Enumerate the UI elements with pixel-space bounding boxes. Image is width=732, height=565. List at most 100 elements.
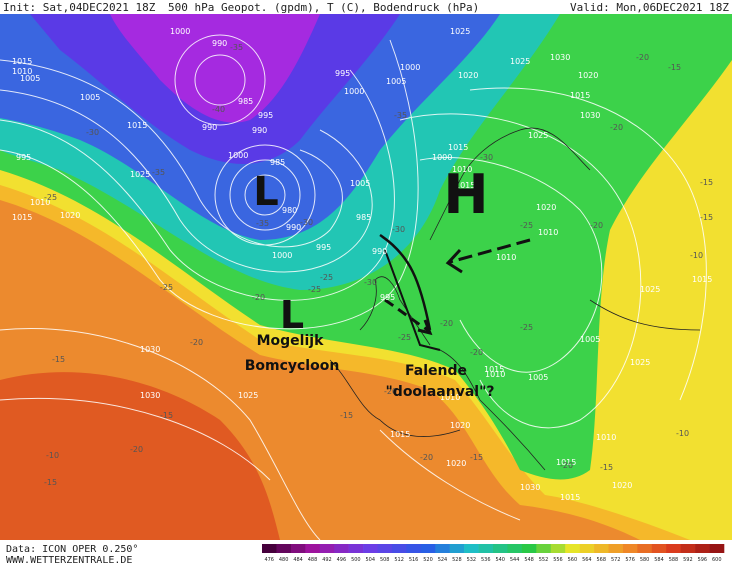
- temperature-label: -25: [44, 193, 57, 202]
- scale-cell: [594, 544, 609, 553]
- scale-cell: [493, 544, 508, 553]
- scale-cell: [348, 544, 364, 553]
- temperature-label: -15: [160, 411, 173, 420]
- pressure-label: 1025: [450, 27, 470, 36]
- pressure-label: 1005: [386, 77, 406, 86]
- temperature-label: -15: [52, 355, 65, 364]
- pressure-label: 1025: [640, 285, 660, 294]
- pressure-label: 1015: [484, 365, 504, 374]
- scale-label: 528: [452, 557, 462, 563]
- temperature-label: -25: [520, 323, 533, 332]
- init-time: Init: Sat,04DEC2021 18Z: [3, 1, 156, 14]
- field-red: [0, 372, 280, 540]
- scale-cell: [377, 544, 393, 553]
- scale-label: 524: [438, 557, 448, 563]
- site: WWW.WETTERZENTRALE.DE: [6, 555, 132, 565]
- scale-label: 584: [654, 557, 664, 563]
- scale-cell: [608, 544, 624, 553]
- temperature-label: -15: [600, 463, 613, 472]
- temperature-label: -20: [130, 445, 143, 454]
- scale-cell: [391, 544, 407, 553]
- pressure-label: 1000: [400, 63, 420, 72]
- color-scale: 476 480 484 488 492 496 500 504 508 512 516 520 524 5…: [262, 544, 725, 563]
- scale-label: 576: [625, 557, 635, 563]
- pressure-label: 1005: [80, 93, 100, 102]
- temperature-label: -30: [86, 128, 99, 137]
- pressure-label: 1020: [458, 71, 478, 80]
- temperature-label: -35: [256, 219, 269, 228]
- scale-label: 536: [481, 557, 491, 563]
- scale-cell: [262, 544, 277, 553]
- isobars: [0, 34, 707, 540]
- pressure-label: 1025: [238, 391, 258, 400]
- temperature-label: -25: [398, 333, 411, 342]
- pressure-label: 1030: [140, 345, 160, 354]
- temperature-label: -20: [384, 387, 397, 396]
- scale-label: 592: [683, 557, 693, 563]
- annotation: Mogelijk: [257, 333, 324, 349]
- temperature-label: -30: [392, 225, 405, 234]
- pressure-label: 995: [16, 153, 31, 162]
- scale-cell: [276, 544, 292, 553]
- pressure-label: 980: [282, 206, 297, 215]
- data-source: Data: ICON OPER 0.250°: [6, 544, 138, 555]
- temperature-label: -15: [44, 478, 57, 487]
- temperature-label: -15: [668, 63, 681, 72]
- temperature-label: -20: [636, 53, 649, 62]
- scale-label: 476: [264, 557, 274, 563]
- temperature-label: -30: [364, 278, 377, 287]
- temperature-label: -20: [420, 453, 433, 462]
- scale-cell: [435, 544, 450, 553]
- annotation: Bomcycloon: [245, 358, 340, 374]
- scale-label: 568: [597, 557, 607, 563]
- temperature-label: -10: [46, 451, 59, 460]
- pressure-label: 1005: [580, 335, 600, 344]
- scale-label: 552: [539, 557, 549, 563]
- scale-label: 480: [279, 557, 289, 563]
- scale-cell: [709, 544, 725, 553]
- temperature-label: -15: [700, 178, 713, 187]
- pressure-label: 1015: [448, 143, 468, 152]
- labels: 1000 990 1015 1010 1005 1005 995 1000 990 985 995 9…: [12, 27, 713, 502]
- pressure-label: 995: [335, 69, 350, 78]
- scale-label: 560: [568, 557, 578, 563]
- scale-label: 492: [322, 557, 332, 563]
- pressure-label: 1005: [20, 74, 40, 83]
- pressure-label: 1000: [432, 153, 452, 162]
- scale-cell: [565, 544, 580, 553]
- pressure-label: 1025: [630, 358, 650, 367]
- temperature-label: -15: [340, 411, 353, 420]
- temperature-label: -20: [440, 319, 453, 328]
- scale-label: 540: [495, 557, 505, 563]
- scale-label: 488: [308, 557, 318, 563]
- scale-cell: [507, 544, 523, 553]
- pressure-label: 1000: [344, 87, 364, 96]
- scale-label: 532: [467, 557, 477, 563]
- map-title: 500 hPa Geopot. (gpdm), T (C), Bodendruc…: [168, 1, 479, 14]
- pressure-label: 995: [258, 111, 273, 120]
- temperature-label: -20: [470, 348, 483, 357]
- scale-cell: [305, 544, 321, 553]
- scale-label: 484: [293, 557, 303, 563]
- scale-cell: [550, 544, 566, 553]
- temperature-label: -25: [520, 221, 533, 230]
- scale-label: 508: [380, 557, 390, 563]
- scale-label: 580: [640, 557, 650, 563]
- pressure-label: 1000: [170, 27, 190, 36]
- pressure-label: 985: [356, 213, 371, 222]
- scale-cell: [695, 544, 710, 553]
- pressure-label: 1030: [550, 53, 570, 62]
- field-purple: [110, 14, 320, 123]
- pressure-label: 1020: [578, 71, 598, 80]
- pressure-label: 990: [202, 123, 217, 132]
- temperature-label: -20: [590, 221, 603, 230]
- pressure-label: 1010: [538, 228, 558, 237]
- pressure-label: 990: [252, 126, 267, 135]
- temperature-label: -20: [252, 293, 265, 302]
- scale-cell: [420, 544, 436, 553]
- scale-label: 520: [423, 557, 433, 563]
- scale-label: 500: [351, 557, 361, 563]
- pressure-label: 1005: [350, 179, 370, 188]
